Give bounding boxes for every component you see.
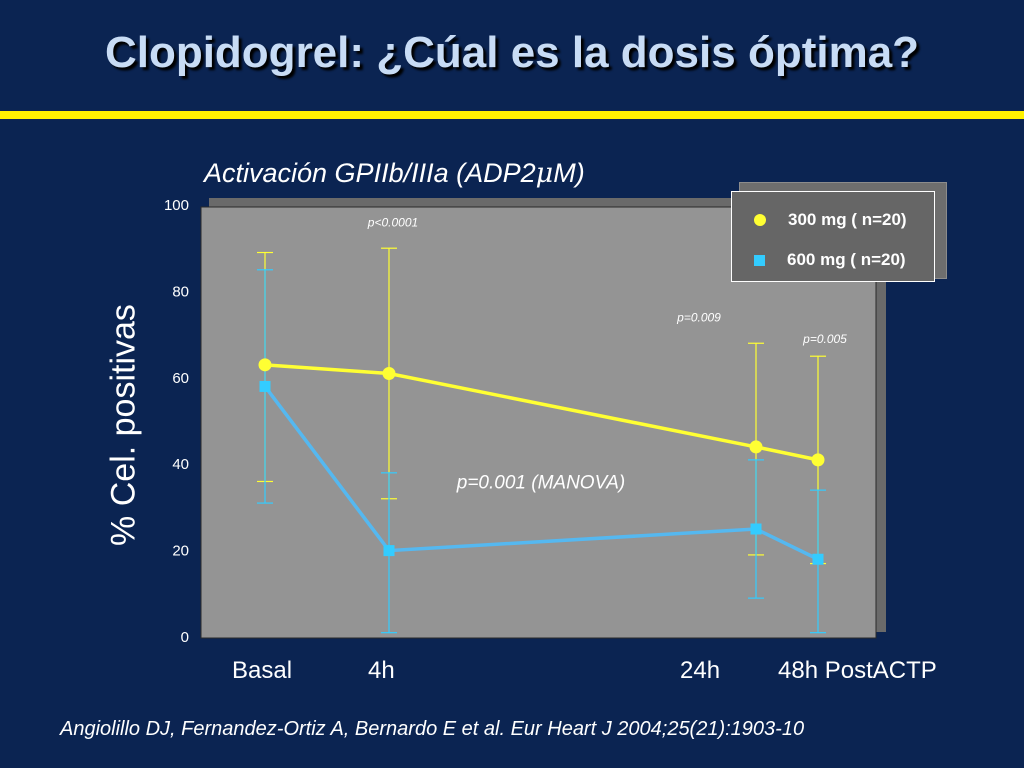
data-point-600mg xyxy=(383,545,395,557)
chart-title: Activación GPIIb/IIIa (ADP2μM) xyxy=(204,158,585,189)
legend: 300 mg ( n=20) 600 mg ( n=20) xyxy=(731,191,935,282)
x-tick-label: Basal xyxy=(232,657,293,684)
data-point-300mg xyxy=(258,358,272,372)
legend-label-600mg: 600 mg ( n=20) xyxy=(787,250,906,269)
p-value-annotation: p=0.009 xyxy=(676,310,721,324)
x-tick-label: 24h xyxy=(680,657,721,684)
p-value-annotation: p=0.005 xyxy=(802,332,847,346)
series-markers xyxy=(258,358,825,565)
data-point-600mg xyxy=(259,380,271,392)
x-tick-label: 48h PostACTP xyxy=(778,657,937,684)
y-tick-label: 40 xyxy=(172,456,189,473)
citation: Angiolillo DJ, Fernandez-Ortiz A, Bernar… xyxy=(60,718,805,740)
y-tick-label: 100 xyxy=(164,197,189,214)
data-point-600mg xyxy=(750,523,762,535)
data-point-300mg xyxy=(811,453,825,467)
legend-label-300mg: 300 mg ( n=20) xyxy=(788,210,907,229)
y-tick-label: 60 xyxy=(172,370,189,387)
chart-title-prefix: Activación GPIIb/IIIa (ADP2 xyxy=(204,158,536,188)
chart-title-suffix: M) xyxy=(553,158,585,188)
y-axis: 0 20 40 60 80 100 xyxy=(164,197,189,646)
legend-item-600mg: 600 mg ( n=20) xyxy=(754,248,906,272)
series-line-600mg xyxy=(263,385,819,561)
x-tick-label: 4h xyxy=(368,657,395,684)
data-point-600mg xyxy=(812,553,824,565)
data-point-300mg xyxy=(382,366,396,380)
data-point-300mg xyxy=(749,440,763,454)
legend-circle-marker xyxy=(754,214,766,226)
series-lines xyxy=(263,363,819,561)
chart-title-mu: μ xyxy=(535,158,554,189)
y-axis-label: % Cel. positivas xyxy=(104,304,143,546)
p-value-annotation: p=0.001 (MANOVA) xyxy=(456,472,625,493)
y-tick-label: 20 xyxy=(172,543,189,560)
title-rule xyxy=(0,111,1024,119)
legend-item-300mg: 300 mg ( n=20) xyxy=(754,208,907,232)
p-value-annotation: p<0.0001 xyxy=(367,215,418,229)
slide-title: Clopidogrel: ¿Cúal es la dosis óptima? xyxy=(104,28,920,77)
legend-square-marker xyxy=(754,254,765,266)
y-tick-label: 80 xyxy=(172,283,189,300)
y-tick-label: 0 xyxy=(181,629,189,646)
series-line-300mg xyxy=(264,363,819,462)
annotations: p<0.0001 p=0.009 p=0.005 p=0.001 (MANOVA) xyxy=(367,215,847,493)
